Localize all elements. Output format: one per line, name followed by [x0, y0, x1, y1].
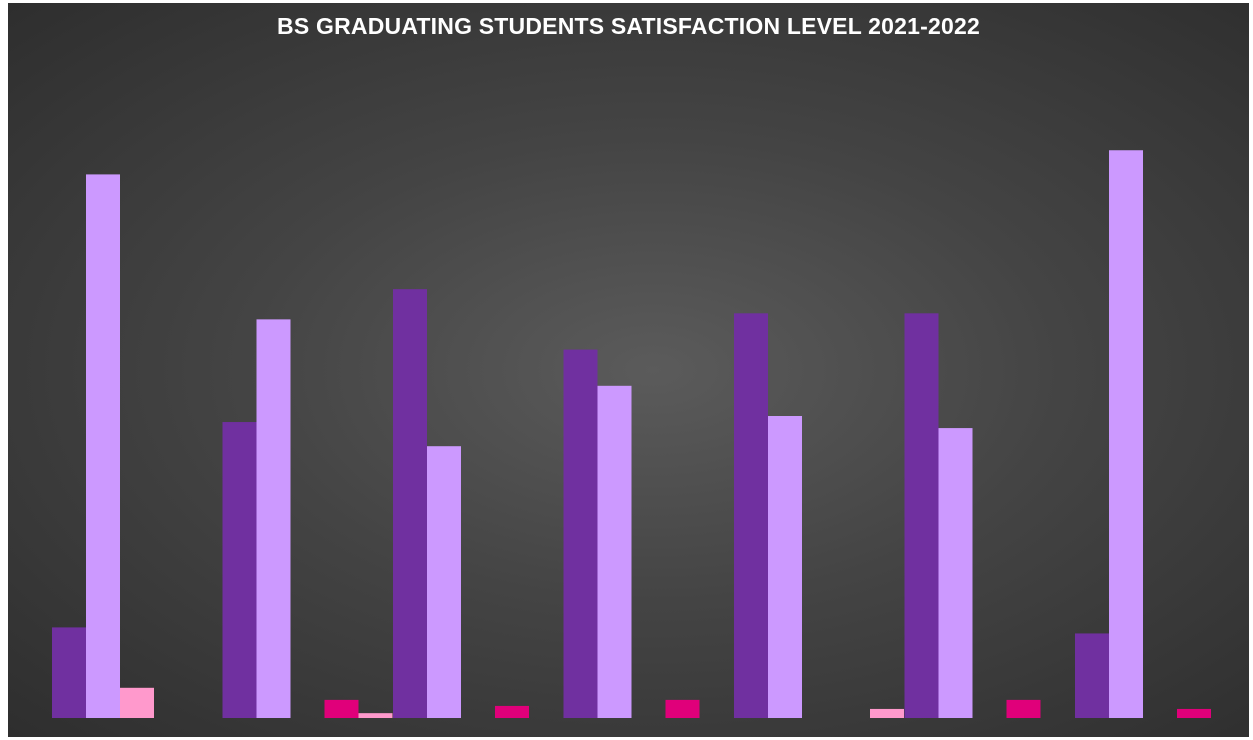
bar-group-2-series-2: [256, 319, 291, 718]
bar-group-4-series-4: [665, 699, 700, 718]
bar-group-1-series-3: [120, 687, 154, 718]
bar-group-5-series-2: [768, 416, 802, 718]
chart-area: BS GRADUATING STUDENTS SATISFACTION LEVE…: [8, 3, 1249, 737]
bar-group-6-series-1: [904, 313, 939, 718]
bar-group-6-series-2: [938, 428, 973, 718]
bar-group-1-series-2: [86, 174, 120, 718]
chart-title: BS GRADUATING STUDENTS SATISFACTION LEVE…: [277, 13, 980, 39]
bar-group-7-series-4: [1177, 708, 1211, 718]
bar-group-3-series-2: [427, 446, 461, 718]
bar-group-2-series-1: [222, 422, 257, 718]
bar-group-6-series-4: [1006, 699, 1041, 718]
bar-group-7-series-1: [1075, 633, 1109, 718]
bar-group-7-series-2: [1109, 150, 1143, 719]
bar-group-2-series-5: [358, 713, 393, 718]
bar-group-5-series-1: [734, 313, 768, 718]
bar-group-5-series-5: [870, 708, 904, 718]
bar-group-1-series-1: [52, 627, 86, 718]
bar-group-3-series-4: [495, 705, 529, 718]
plot-area: [52, 150, 1211, 719]
bar-group-2-series-4: [324, 699, 359, 718]
bar-group-4-series-1: [563, 349, 598, 718]
bar-group-3-series-1: [393, 289, 427, 718]
bar-group-4-series-2: [597, 385, 632, 718]
